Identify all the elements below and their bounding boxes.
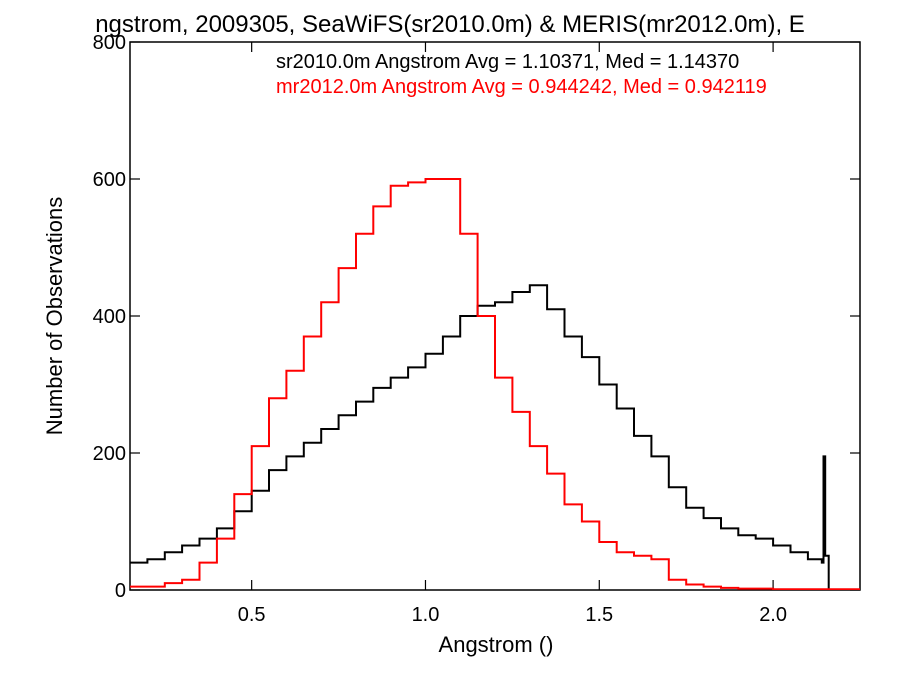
y-axis-label: Number of Observations bbox=[42, 197, 67, 435]
y-tick-label: 200 bbox=[93, 443, 126, 465]
plot-area: 0.5 1.0 1.5 2.0 0 200 400 600 800 bbox=[93, 32, 861, 626]
x-tick-label: 1.0 bbox=[412, 604, 440, 626]
y-tick-label: 800 bbox=[93, 32, 126, 54]
y-tick-label: 0 bbox=[115, 580, 126, 602]
series-line-mr2012 bbox=[130, 178, 860, 590]
x-tick-label: 2.0 bbox=[759, 604, 787, 626]
annotation-text: mr2012.0m Angstrom Avg = 0.944242, Med =… bbox=[276, 76, 767, 98]
y-tick-label: 600 bbox=[93, 169, 126, 191]
y-tick-label: 400 bbox=[93, 306, 126, 328]
series-line-sr2010 bbox=[130, 284, 830, 590]
annotation-text: sr2010.0m Angstrom Avg = 1.10371, Med = … bbox=[276, 51, 739, 73]
chart-title: ngstrom, 2009305, SeaWiFS(sr2010.0m) & M… bbox=[95, 11, 805, 38]
x-tick-label: 1.5 bbox=[585, 604, 613, 626]
annotations: sr2010.0m Angstrom Avg = 1.10371, Med = … bbox=[276, 51, 767, 98]
x-tick-label: 0.5 bbox=[238, 604, 266, 626]
x-axis-label: Angstrom () bbox=[439, 632, 554, 657]
